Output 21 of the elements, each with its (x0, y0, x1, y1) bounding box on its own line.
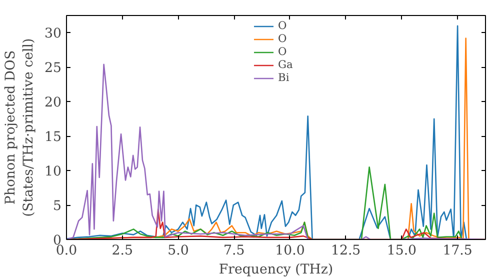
x-tick-label: 15.0 (386, 244, 417, 258)
x-axis-title: Frequency (THz) (218, 262, 334, 278)
x-tick-label: 0.0 (56, 244, 78, 258)
y-tick-label: 15 (44, 130, 62, 146)
x-tick-label: 17.5 (442, 244, 472, 258)
y-tick-label: 5 (53, 199, 62, 214)
y-tick-label: 10 (44, 164, 62, 180)
x-tick-label: 2.5 (112, 244, 133, 258)
legend-label: Ga (278, 58, 294, 71)
legend-label: O (278, 45, 288, 58)
x-tick-label: 10.0 (275, 244, 305, 258)
x-tick-label: 12.5 (330, 244, 361, 258)
y-axis-title: Phonon projected DOS (States/THz·primitive cell) (4, 38, 37, 217)
legend-label: O (278, 32, 288, 45)
y-tick-label: 30 (44, 26, 62, 42)
legend-label: Bi (278, 71, 290, 84)
y-tick-label: 20 (44, 96, 62, 111)
legend-label: O (278, 19, 288, 32)
x-tick-label: 5.0 (168, 244, 189, 258)
x-tick-label: 7.5 (224, 244, 245, 258)
y-tick-label: 25 (44, 61, 62, 76)
